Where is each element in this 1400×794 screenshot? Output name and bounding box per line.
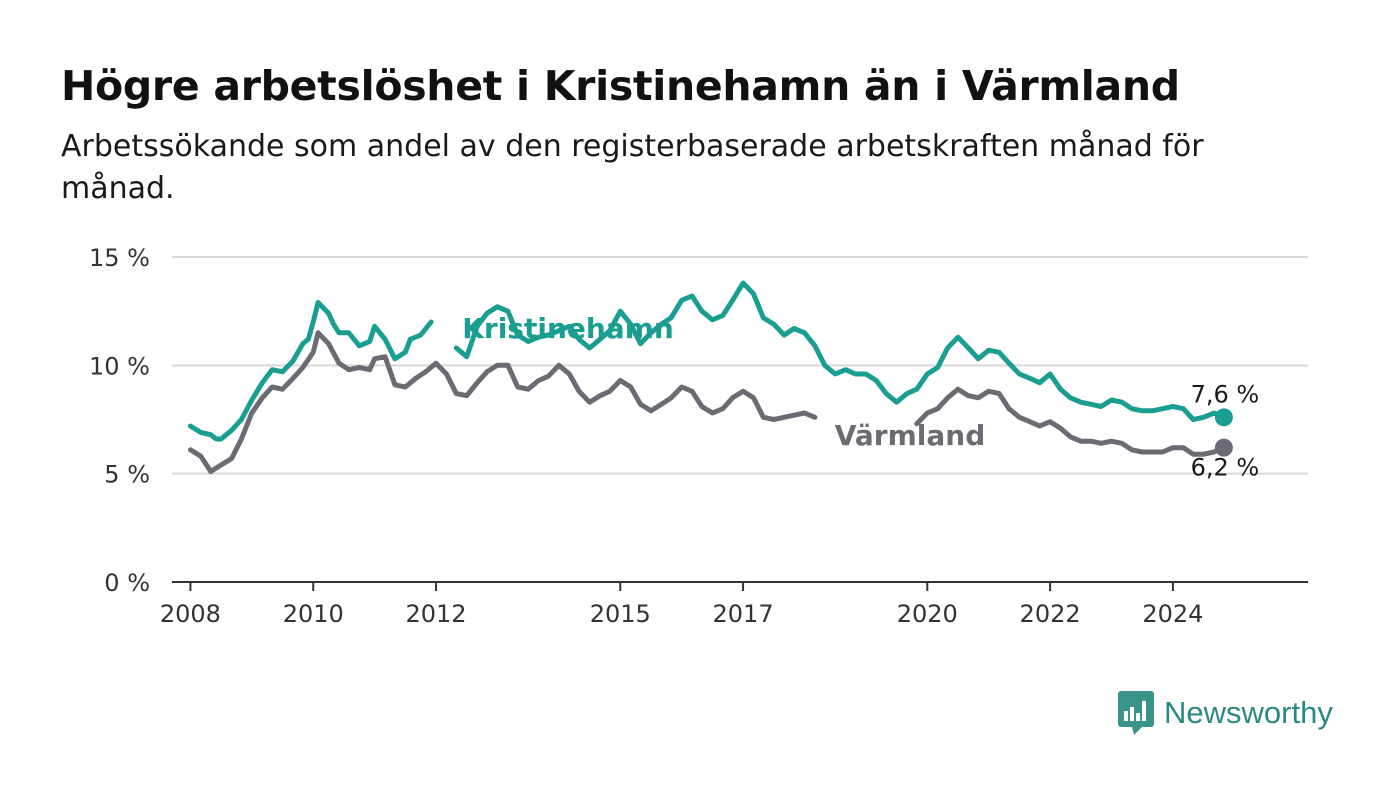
varmland-line xyxy=(187,330,818,474)
y-tick-label: 15 % xyxy=(89,244,150,272)
y-tick-label: 5 % xyxy=(104,461,150,489)
y-tick-label: 10 % xyxy=(89,352,150,380)
x-tick-label: 2024 xyxy=(1142,600,1203,628)
x-tick-label: 2008 xyxy=(160,600,221,628)
bar-chart-speech-bubble-icon xyxy=(1118,691,1154,735)
series-layer xyxy=(187,280,1233,474)
x-tick-label: 2017 xyxy=(713,600,774,628)
varmland-line xyxy=(914,386,1227,457)
x-tick-label: 2012 xyxy=(406,600,467,628)
brand-name: Newsworthy xyxy=(1164,695,1333,730)
grid-layer xyxy=(172,256,1308,475)
axis-layer: 0 % 5 % 10 % 15 % 2008 2010 2012 2015 2017 2020 20… xyxy=(89,244,1308,628)
chart-title: Högre arbetslöshet i Kristinehamn än i V… xyxy=(61,62,1180,110)
kristinehamn-line xyxy=(187,300,434,442)
kristinehamn-end-marker xyxy=(1214,408,1233,427)
y-tick-label: 0 % xyxy=(104,569,150,597)
varmland-series-label: Värmland xyxy=(835,419,986,452)
varmland-end-marker xyxy=(1214,438,1233,457)
x-tick-label: 2015 xyxy=(590,600,651,628)
label-layer: Kristinehamn Värmland 7,6 % 6,2 % xyxy=(462,312,1259,482)
kristinehamn-line xyxy=(453,280,1227,422)
varmland-end-value: 6,2 % xyxy=(1191,454,1260,482)
x-tick-label: 2010 xyxy=(283,600,344,628)
newsworthy-logo: Newsworthy xyxy=(1118,690,1333,736)
x-tick-label: 2022 xyxy=(1020,600,1081,628)
x-tick-label: 2020 xyxy=(897,600,958,628)
chart-subtitle: Arbetssökande som andel av den registerb… xyxy=(61,129,1204,206)
kristinehamn-series-label: Kristinehamn xyxy=(462,312,674,345)
kristinehamn-end-value: 7,6 % xyxy=(1191,380,1260,408)
